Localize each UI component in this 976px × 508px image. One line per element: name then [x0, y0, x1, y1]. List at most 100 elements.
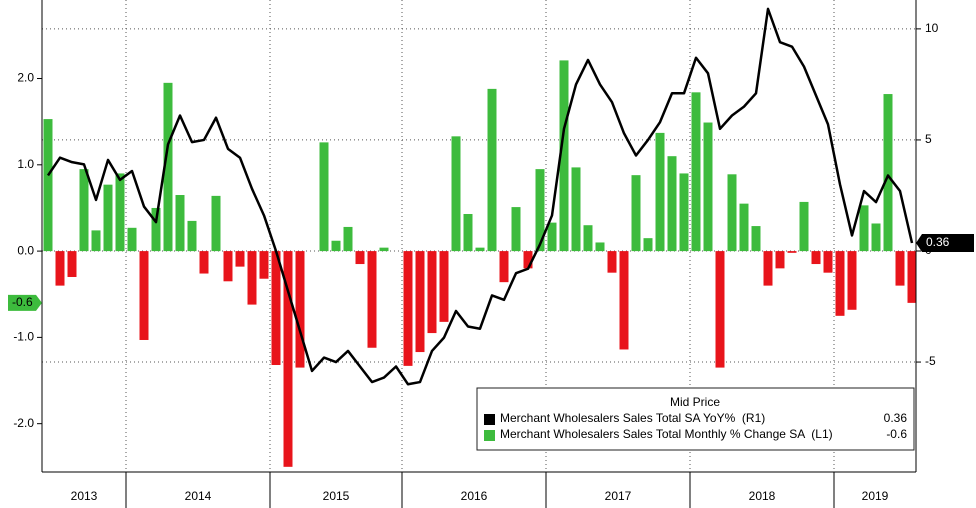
bar — [547, 222, 557, 252]
bar — [799, 201, 809, 252]
y-tick-label: -1.0 — [13, 330, 34, 344]
bar — [883, 94, 893, 252]
bar — [55, 251, 65, 286]
bar — [535, 169, 545, 252]
y2-tick-label: 10 — [925, 21, 939, 35]
bar — [775, 251, 785, 269]
bar — [379, 247, 389, 252]
y2-tick-label: -5 — [925, 354, 936, 368]
bar — [295, 251, 305, 368]
y-tick-label: 0.0 — [17, 243, 34, 257]
bar — [103, 184, 113, 252]
bar — [283, 251, 293, 467]
bar — [187, 220, 197, 252]
bar — [571, 167, 581, 252]
last-value-tag — [916, 233, 974, 252]
bar — [67, 251, 77, 277]
bar — [439, 251, 449, 322]
bar — [727, 174, 737, 252]
bar — [691, 92, 701, 252]
bar — [859, 205, 869, 252]
legend-label: Merchant Wholesalers Sales Total Monthly… — [500, 427, 833, 441]
legend-swatch — [484, 430, 495, 441]
bar — [331, 240, 341, 252]
legend-box — [476, 387, 915, 451]
bar — [583, 225, 593, 252]
bar — [703, 122, 713, 252]
y-tick-label: 1.0 — [17, 157, 34, 171]
bar — [43, 119, 53, 252]
x-group-label: 2017 — [605, 489, 632, 503]
bar — [511, 207, 521, 252]
bar — [175, 195, 185, 252]
legend-label: Merchant Wholesalers Sales Total SA YoY%… — [500, 411, 765, 425]
x-group-label: 2018 — [749, 489, 776, 503]
bar — [271, 251, 281, 366]
bar — [367, 251, 377, 348]
bar — [235, 251, 245, 267]
bar — [451, 136, 461, 252]
bar — [811, 251, 821, 265]
bar — [151, 207, 161, 252]
bar — [895, 251, 905, 286]
bar — [487, 88, 497, 252]
bar — [79, 169, 89, 252]
y-tick-label: -2.0 — [13, 416, 34, 430]
x-group-label: 2013 — [71, 489, 98, 503]
bar — [247, 251, 257, 305]
legend-value: -0.6 — [886, 427, 907, 441]
bar — [643, 238, 653, 252]
bar — [139, 251, 149, 340]
bar — [259, 251, 269, 279]
bar — [343, 226, 353, 252]
bar — [523, 251, 533, 269]
bar — [199, 251, 209, 274]
line — [46, 7, 914, 386]
bar — [787, 251, 797, 253]
bar — [823, 251, 833, 273]
bar — [595, 242, 605, 252]
bar — [355, 251, 365, 265]
bar — [223, 251, 233, 282]
legend-title: Mid Price — [670, 395, 720, 409]
legend-swatch — [484, 414, 495, 425]
bar — [871, 223, 881, 252]
x-group-label: 2016 — [461, 489, 488, 503]
last-value-label: -0.6 — [12, 295, 33, 309]
bar — [907, 251, 917, 303]
bar — [667, 156, 677, 252]
bar — [619, 251, 629, 350]
bar — [679, 173, 689, 252]
bar — [163, 82, 173, 252]
y2-tick-label: 5 — [925, 132, 932, 146]
bar — [91, 230, 101, 252]
bar — [559, 60, 569, 252]
y-tick-label: 2.0 — [17, 71, 34, 85]
bar — [847, 251, 857, 310]
axes: -50510-2.0-1.00.01.02.020132014201520162… — [8, 0, 974, 508]
bar — [475, 247, 485, 252]
last-value-tag — [8, 294, 42, 311]
bar — [751, 226, 761, 252]
legend-value: 0.36 — [884, 411, 908, 425]
bar — [115, 173, 125, 252]
x-group-label: 2019 — [862, 489, 889, 503]
bar — [211, 195, 221, 252]
bar — [127, 227, 137, 252]
bar — [607, 251, 617, 273]
bar — [835, 251, 845, 316]
bar — [631, 175, 641, 252]
bar — [655, 132, 665, 252]
legend: Mid Price Merchant Wholesalers Sales Tot… — [476, 387, 915, 451]
x-group-label: 2015 — [323, 489, 350, 503]
bar — [403, 251, 413, 366]
bar — [415, 251, 425, 353]
bar — [763, 251, 773, 286]
bar — [499, 251, 509, 283]
x-group-label: 2014 — [185, 489, 212, 503]
last-value-label: 0.36 — [926, 235, 950, 249]
bar — [715, 251, 725, 368]
bar — [427, 251, 437, 334]
marks — [43, 7, 917, 467]
